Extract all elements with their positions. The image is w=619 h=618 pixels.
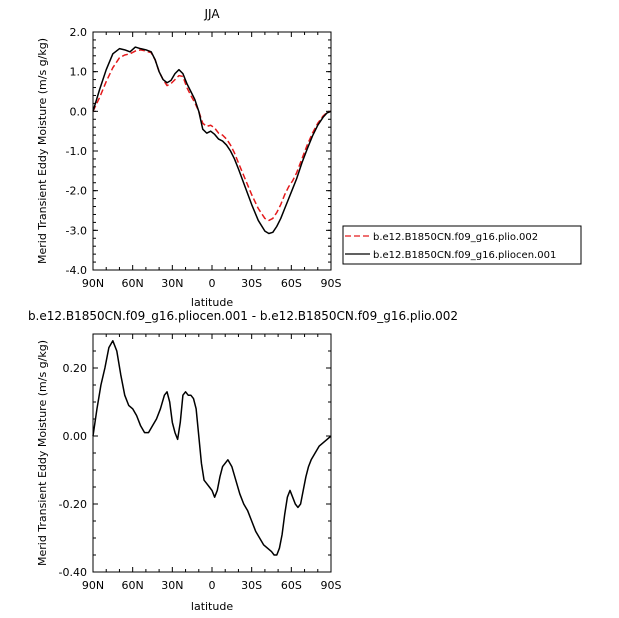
top-y-axis-title: Merid Transient Eddy Moisture (m/s g/kg) [36,38,49,264]
legend-label-plio-002: b.e12.B1850CN.f09_g16.plio.002 [373,232,538,243]
x-tick-label: 60N [122,579,144,592]
y-tick-label: 0.00 [63,430,88,443]
bottom-x-axis-title: latitude [191,600,233,613]
bottom-panel: b.e12.B1850CN.f09_g16.pliocen.001 - b.e1… [28,309,458,613]
x-tick-label: 90N [82,277,104,290]
y-tick-label: 2.0 [70,26,88,39]
y-tick-label: 0.0 [70,105,88,118]
top-plot-title: JJA [203,7,220,21]
top-plot-frame [92,31,332,271]
y-tick-label: 1.0 [70,66,88,79]
series-line-1 [92,340,332,556]
x-tick-label: 30S [241,579,262,592]
x-tick-label: 30N [161,579,183,592]
x-tick-label: 90S [321,277,342,290]
y-tick-label: -0.40 [59,566,87,579]
bottom-x-tick-labels: 90N 60N 30N 0 30S 60S 90S [82,579,342,592]
top-panel: JJA 2.0 1.0 0.0 -1.0 -2.0 -3.0 -4.0 90N 60N 30N 0… [36,7,342,309]
x-tick-label: 60N [122,277,144,290]
top-axis-ticks [92,31,332,271]
top-series-lines [92,46,332,235]
legend-box [342,225,582,265]
x-tick-label: 90N [82,579,104,592]
bottom-y-axis-title: Merid Transient Eddy Moisture (m/s g/kg) [36,340,49,566]
bottom-y-tick-labels: 0.20 0.00 -0.20 -0.40 [59,362,87,579]
top-x-axis-title: latitude [191,296,233,309]
x-tick-label: 60S [281,579,302,592]
y-tick-label: -3.0 [66,224,87,237]
y-tick-label: -1.0 [66,145,87,158]
bottom-plot-frame [92,333,332,573]
top-y-tick-labels: 2.0 1.0 0.0 -1.0 -2.0 -3.0 -4.0 [66,26,87,277]
legend-label-pliocen-001: b.e12.B1850CN.f09_g16.pliocen.001 [373,250,556,261]
y-tick-label: -4.0 [66,264,87,277]
x-tick-label: 0 [209,277,216,290]
x-tick-label: 30S [241,277,262,290]
y-tick-label: -0.20 [59,498,87,511]
x-tick-label: 0 [209,579,216,592]
top-x-tick-labels: 90N 60N 30N 0 30S 60S 90S [82,277,342,290]
x-tick-label: 60S [281,277,302,290]
bottom-series-lines [92,340,332,556]
x-tick-label: 30N [161,277,183,290]
series-line-2 [92,46,332,235]
bottom-plot-title: b.e12.B1850CN.f09_g16.pliocen.001 - b.e1… [28,309,458,323]
x-tick-label: 90S [321,579,342,592]
y-tick-label: 0.20 [63,362,88,375]
bottom-axis-ticks [92,333,332,573]
legend: b.e12.B1850CN.f09_g16.plio.002 b.e12.B18… [342,225,582,265]
series-line-1 [92,49,332,222]
y-tick-label: -2.0 [66,185,87,198]
